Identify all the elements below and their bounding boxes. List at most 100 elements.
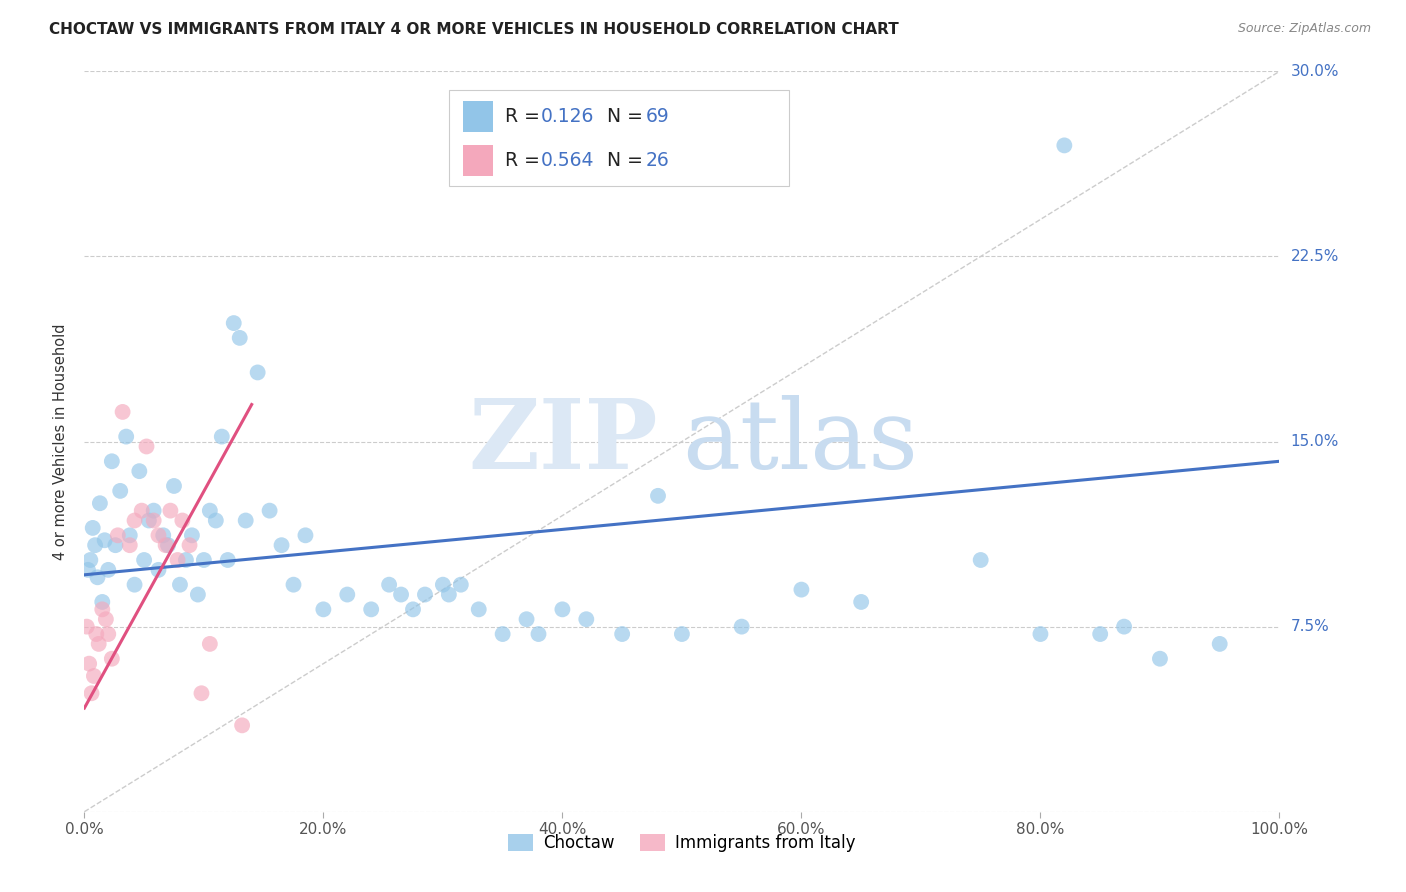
- Point: [77, 563, 100, 577]
- Point: [87, 637, 110, 651]
- Point: [181, 528, 204, 542]
- Point: [163, 479, 186, 493]
- Point: [551, 602, 574, 616]
- Point: [107, 528, 129, 542]
- Point: [142, 503, 165, 517]
- Point: [124, 577, 146, 591]
- Point: [132, 553, 156, 567]
- Point: [152, 528, 174, 542]
- Text: 15.0%: 15.0%: [1291, 434, 1339, 449]
- Point: [294, 528, 316, 542]
- Point: [97, 627, 120, 641]
- Point: [851, 595, 873, 609]
- Point: [731, 619, 754, 633]
- Point: [89, 496, 111, 510]
- Point: [101, 454, 124, 468]
- Point: [270, 538, 292, 552]
- Text: 69: 69: [647, 107, 669, 126]
- Point: [1053, 138, 1076, 153]
- Text: R =: R =: [505, 107, 546, 126]
- Point: [97, 563, 120, 577]
- Point: [231, 718, 253, 732]
- Point: [229, 331, 252, 345]
- Point: [94, 612, 117, 626]
- Point: [104, 538, 127, 552]
- Point: [1090, 627, 1112, 641]
- Point: [336, 588, 359, 602]
- Point: [211, 429, 233, 443]
- Point: [138, 514, 160, 528]
- Point: [205, 514, 228, 528]
- Text: N =: N =: [595, 107, 648, 126]
- Point: [450, 577, 472, 591]
- Text: 0.564: 0.564: [541, 152, 595, 170]
- Point: [790, 582, 813, 597]
- Point: [157, 538, 180, 552]
- Point: [172, 514, 194, 528]
- Text: 26: 26: [647, 152, 669, 170]
- Point: [222, 316, 245, 330]
- Point: [155, 538, 177, 552]
- Point: [80, 686, 103, 700]
- Point: [671, 627, 693, 641]
- Point: [101, 651, 124, 665]
- Point: [118, 528, 141, 542]
- FancyBboxPatch shape: [463, 145, 494, 177]
- Point: [468, 602, 491, 616]
- Point: [217, 553, 239, 567]
- Point: [389, 588, 412, 602]
- Point: [142, 514, 165, 528]
- Text: ZIP: ZIP: [468, 394, 658, 489]
- Point: [1209, 637, 1232, 651]
- Text: CHOCTAW VS IMMIGRANTS FROM ITALY 4 OR MORE VEHICLES IN HOUSEHOLD CORRELATION CHA: CHOCTAW VS IMMIGRANTS FROM ITALY 4 OR MO…: [49, 22, 898, 37]
- Point: [647, 489, 669, 503]
- Point: [148, 563, 170, 577]
- Point: [198, 637, 221, 651]
- Text: 0.126: 0.126: [541, 107, 595, 126]
- Point: [82, 521, 104, 535]
- Point: [110, 483, 132, 498]
- Text: Source: ZipAtlas.com: Source: ZipAtlas.com: [1237, 22, 1371, 36]
- Point: [159, 503, 181, 517]
- Point: [235, 514, 257, 528]
- Point: [413, 588, 436, 602]
- Point: [131, 503, 153, 517]
- Point: [970, 553, 993, 567]
- Point: [360, 602, 382, 616]
- Point: [432, 577, 454, 591]
- Point: [437, 588, 460, 602]
- Point: [190, 686, 212, 700]
- Text: 22.5%: 22.5%: [1291, 249, 1339, 264]
- Point: [516, 612, 538, 626]
- Point: [527, 627, 550, 641]
- Text: 30.0%: 30.0%: [1291, 64, 1339, 78]
- Point: [312, 602, 335, 616]
- Point: [166, 553, 188, 567]
- Point: [187, 588, 209, 602]
- Point: [115, 429, 138, 443]
- Point: [259, 503, 281, 517]
- Point: [76, 619, 98, 633]
- Point: [128, 464, 150, 478]
- Text: atlas: atlas: [682, 394, 918, 489]
- Point: [492, 627, 515, 641]
- Point: [118, 538, 141, 552]
- Point: [1114, 619, 1136, 633]
- FancyBboxPatch shape: [463, 101, 494, 132]
- Point: [91, 595, 114, 609]
- Point: [575, 612, 598, 626]
- Point: [84, 538, 107, 552]
- Point: [77, 657, 100, 671]
- Point: [91, 602, 114, 616]
- Point: [93, 533, 115, 548]
- Text: R =: R =: [505, 152, 546, 170]
- Point: [193, 553, 215, 567]
- Point: [111, 405, 134, 419]
- Point: [83, 669, 105, 683]
- Text: N =: N =: [595, 152, 648, 170]
- Point: [283, 577, 305, 591]
- Point: [86, 627, 108, 641]
- Point: [124, 514, 146, 528]
- Point: [402, 602, 425, 616]
- Y-axis label: 4 or more Vehicles in Household: 4 or more Vehicles in Household: [53, 323, 69, 560]
